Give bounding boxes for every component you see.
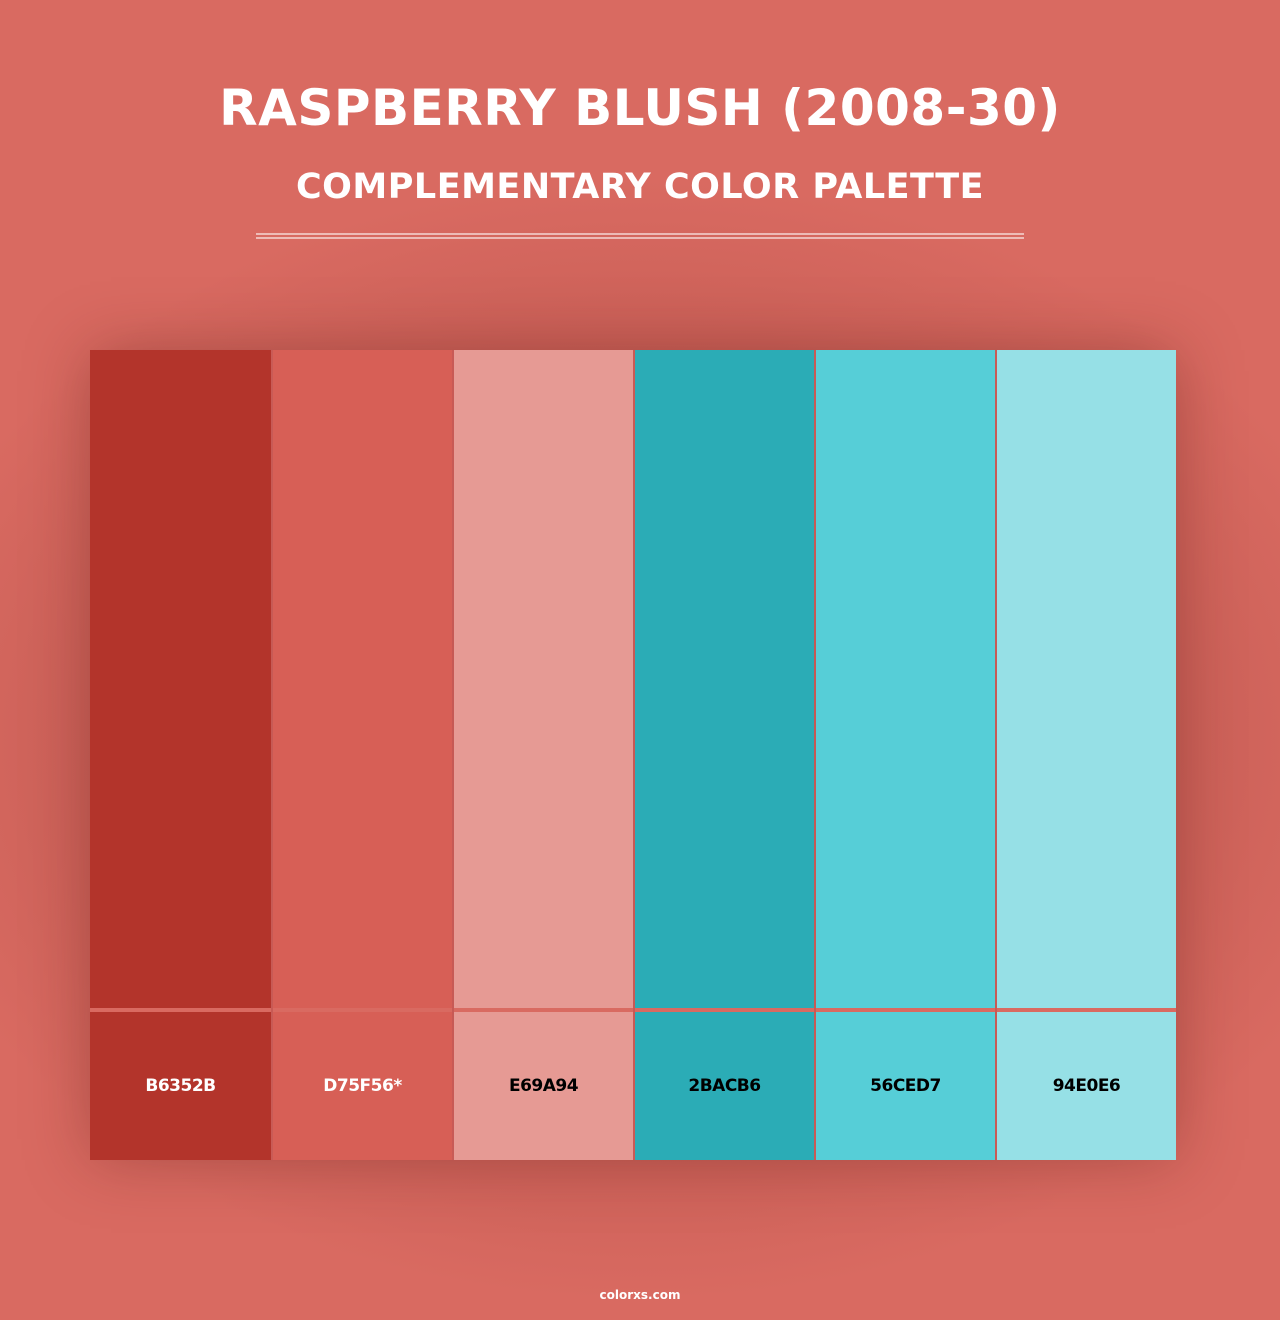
swatch-separator bbox=[997, 1008, 1176, 1012]
swatch-label-block: 56CED7 bbox=[816, 1012, 995, 1160]
color-swatch[interactable]: 94E0E6 bbox=[995, 350, 1176, 1160]
hex-code-label[interactable]: B6352B bbox=[145, 1076, 216, 1096]
swatch-label-block: E69A94 bbox=[454, 1012, 633, 1160]
color-swatch[interactable]: E69A94 bbox=[452, 350, 633, 1160]
page-subtitle: COMPLEMENTARY COLOR PALETTE bbox=[295, 167, 985, 207]
color-swatch[interactable]: D75F56* bbox=[271, 350, 452, 1160]
swatch-color-block bbox=[90, 350, 271, 1008]
swatch-separator bbox=[635, 1008, 814, 1012]
page-title: RASPBERRY BLUSH (2008-30) bbox=[219, 79, 1061, 137]
swatch-color-block bbox=[454, 350, 633, 1008]
swatch-color-block bbox=[997, 350, 1176, 1008]
swatch-separator bbox=[273, 1008, 452, 1012]
hex-code-label[interactable]: D75F56* bbox=[323, 1076, 402, 1096]
swatch-separator bbox=[454, 1008, 633, 1012]
swatch-label-block: D75F56* bbox=[273, 1012, 452, 1160]
color-palette: B6352B D75F56* E69A94 2BACB6 56CED7 94E0 bbox=[90, 350, 1176, 1160]
hex-code-label[interactable]: E69A94 bbox=[508, 1076, 579, 1096]
swatch-label-block: 2BACB6 bbox=[635, 1012, 814, 1160]
swatch-color-block bbox=[635, 350, 814, 1008]
title-divider bbox=[256, 233, 1024, 235]
site-footer-link[interactable]: colorxs.com bbox=[599, 1288, 681, 1302]
swatch-label-block: 94E0E6 bbox=[997, 1012, 1176, 1160]
title-divider-second bbox=[256, 237, 1024, 239]
color-swatch[interactable]: B6352B bbox=[90, 350, 271, 1160]
swatch-color-block bbox=[273, 350, 452, 1008]
hex-code-label[interactable]: 56CED7 bbox=[870, 1076, 941, 1096]
swatch-separator bbox=[816, 1008, 995, 1012]
hex-code-label[interactable]: 2BACB6 bbox=[688, 1076, 761, 1096]
swatch-color-block bbox=[816, 350, 995, 1008]
swatch-separator bbox=[90, 1008, 271, 1012]
color-swatch[interactable]: 2BACB6 bbox=[633, 350, 814, 1160]
swatch-label-block: B6352B bbox=[90, 1012, 271, 1160]
color-swatch[interactable]: 56CED7 bbox=[814, 350, 995, 1160]
hex-code-label[interactable]: 94E0E6 bbox=[1052, 1076, 1121, 1096]
